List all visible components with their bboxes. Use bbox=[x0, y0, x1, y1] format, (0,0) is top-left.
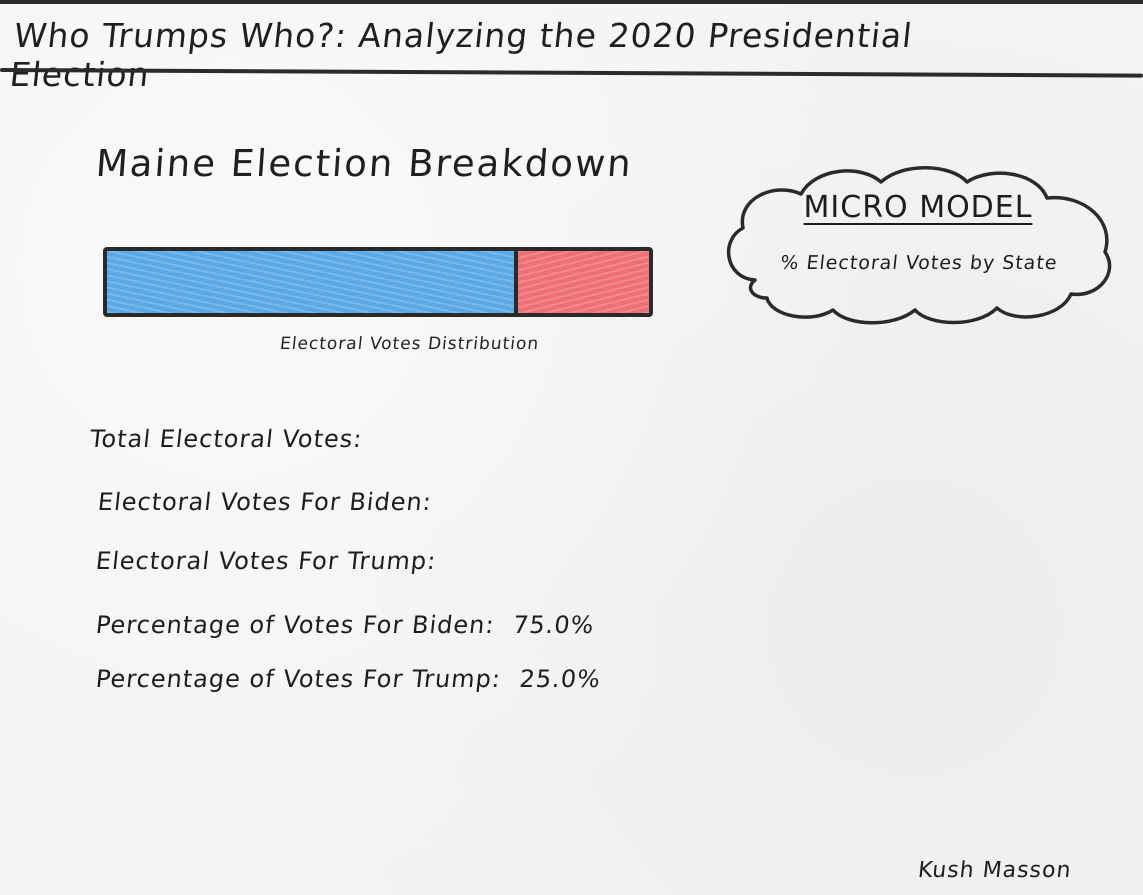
cloud-outline-icon bbox=[726, 166, 1112, 325]
top-border-line bbox=[0, 0, 1143, 4]
author-signature: Kush Masson bbox=[916, 858, 1073, 883]
micro-model-subtitle: % Electoral Votes by State bbox=[779, 252, 1059, 274]
biden-percentage: Percentage of Votes For Biden: 75.0% bbox=[95, 611, 596, 639]
biden-percentage-label: Percentage of Votes For Biden: bbox=[94, 611, 496, 639]
biden-electoral-votes-label: Electoral Votes For Biden: bbox=[96, 488, 434, 516]
trump-bar-segment bbox=[513, 251, 649, 313]
trump-electoral-votes-label: Electoral Votes For Trump: bbox=[94, 547, 438, 575]
bar-caption: Electoral Votes Distribution bbox=[278, 334, 541, 354]
micro-model-cloud bbox=[715, 160, 1125, 330]
section-title: Maine Election Breakdown bbox=[94, 142, 635, 185]
electoral-votes-bar bbox=[103, 247, 653, 317]
trump-percentage-value: 25.0% bbox=[518, 665, 603, 693]
trump-percentage: Percentage of Votes For Trump: 25.0% bbox=[95, 665, 603, 693]
biden-electoral-votes: Electoral Votes For Biden: bbox=[97, 488, 434, 516]
trump-percentage-label: Percentage of Votes For Trump: bbox=[94, 665, 503, 693]
total-electoral-votes: Total Electoral Votes: bbox=[89, 425, 364, 453]
micro-model-title: MICRO MODEL bbox=[803, 190, 1033, 225]
biden-percentage-value: 75.0% bbox=[511, 611, 596, 639]
total-electoral-votes-label: Total Electoral Votes: bbox=[88, 425, 364, 453]
page-title: Who Trumps Who?: Analyzing the 2020 Pres… bbox=[7, 16, 915, 94]
biden-bar-segment bbox=[107, 251, 514, 313]
trump-electoral-votes: Electoral Votes For Trump: bbox=[95, 547, 438, 575]
